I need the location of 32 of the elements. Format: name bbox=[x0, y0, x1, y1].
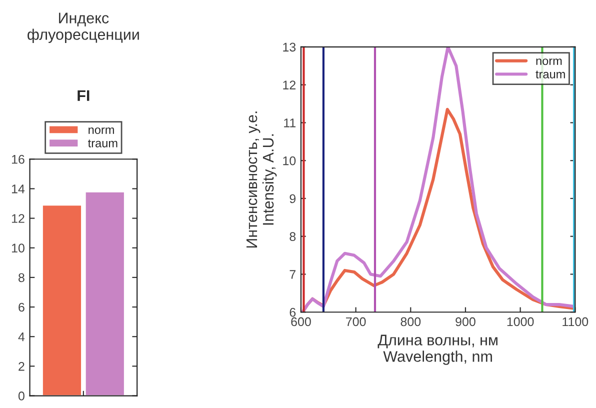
y-tick-label: 9 bbox=[290, 194, 296, 204]
y-tick-label: 13 bbox=[283, 42, 296, 52]
chart-subtitle: FI bbox=[78, 90, 90, 101]
y-tick-label: 4 bbox=[18, 332, 25, 342]
y-tick-label: 12 bbox=[283, 80, 296, 90]
x-tick-label: 600 bbox=[291, 317, 311, 326]
y-tick-label: 16 bbox=[12, 154, 24, 164]
y-tick-label: 6 bbox=[290, 308, 296, 317]
y-tick-label: 8 bbox=[290, 232, 296, 241]
x-tick-label: 900 bbox=[456, 317, 476, 326]
y-tick-label: 6 bbox=[18, 302, 24, 312]
legend-label: traum bbox=[88, 140, 118, 148]
y-tick-label: 8 bbox=[18, 273, 24, 282]
y-tick-label: 0 bbox=[18, 392, 24, 400]
y-tick-label: 10 bbox=[283, 156, 296, 166]
line-series bbox=[301, 46, 576, 312]
x-tick-label: 1000 bbox=[507, 317, 534, 326]
x-tick-label: 800 bbox=[400, 317, 421, 326]
y-tick-label: 2 bbox=[18, 362, 24, 371]
y-axis-title: Интенсивность, у.е. Intensity, A.U. bbox=[246, 112, 277, 248]
x-tick-label: 700 bbox=[346, 317, 366, 326]
x-tick-label: 1100 bbox=[562, 317, 588, 326]
y-tick-label: 7 bbox=[290, 270, 296, 279]
legend-label: traum bbox=[536, 70, 565, 78]
legend-label: norm bbox=[536, 58, 562, 66]
y-tick-label: 14 bbox=[12, 184, 25, 194]
x-axis-title: Длина волны, нм Wavelength, nm bbox=[378, 334, 498, 365]
legend-label: norm bbox=[88, 128, 114, 134]
y-tick-label: 10 bbox=[12, 244, 24, 253]
y-tick-label: 11 bbox=[284, 118, 296, 128]
y-tick-label: 12 bbox=[12, 214, 24, 223]
chart-title: Индекс флуоресценции bbox=[28, 12, 139, 43]
